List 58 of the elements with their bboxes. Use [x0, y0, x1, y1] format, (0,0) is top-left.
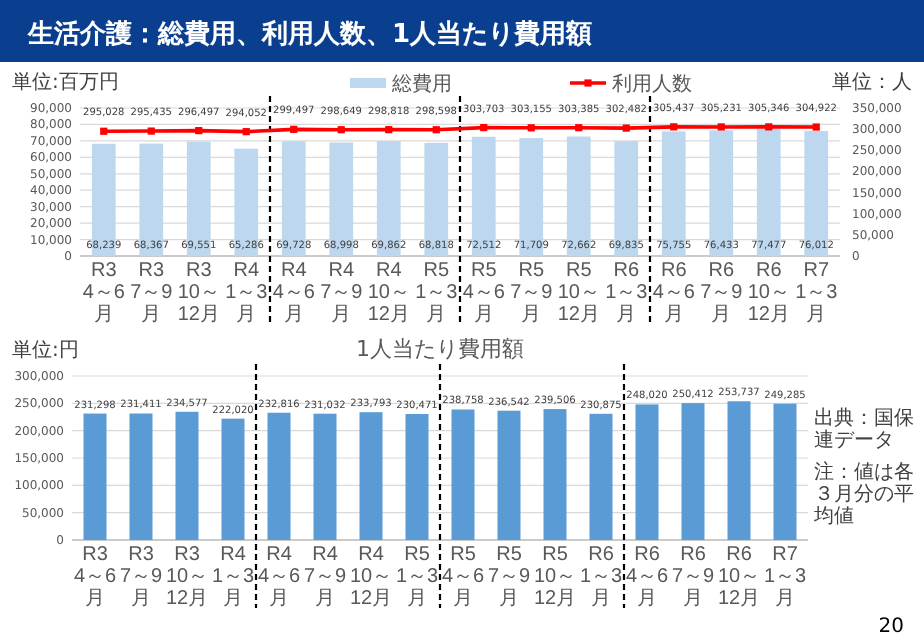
x-tick-label: R4 7～9月 [320, 260, 364, 326]
x-tick-label: R6 4～6月 [652, 260, 696, 326]
x-tick-label: R5 4～6月 [462, 260, 506, 326]
text: 20 [878, 616, 904, 638]
x-tick-label: R3 4～6月 [82, 260, 126, 326]
x-tick-label: R3 4～6月 [73, 544, 117, 610]
x-tick-label: R5 1～3月 [415, 260, 459, 326]
y-axis-title: 単位:百万円 [12, 70, 119, 94]
x-tick-label: R6 4～6月 [625, 544, 669, 610]
bar [773, 403, 797, 540]
x-tick-label: R7 1～3月 [795, 260, 839, 326]
bar [175, 411, 199, 540]
bar [497, 410, 521, 540]
bar [727, 401, 751, 540]
x-tick-label: R5 7～9月 [487, 544, 531, 610]
x-tick-label: R5 10～12月 [533, 544, 577, 610]
legend-label: 総費用 [390, 72, 452, 96]
x-tick-label: R7 1～3月 [763, 544, 807, 610]
x-tick-label: R3 7～9月 [130, 260, 174, 326]
x-tick-label: R5 7～9月 [510, 260, 554, 326]
x-tick-label: R4 1～3月 [225, 260, 269, 326]
x-tick-label: R3 10～12月 [177, 260, 220, 326]
x-tick-label: R5 10～12月 [557, 260, 600, 326]
bar [405, 414, 429, 540]
bar [451, 409, 475, 540]
x-tick-label: R3 10～12月 [165, 544, 209, 610]
x-tick-label: R3 7～9月 [119, 544, 163, 610]
x-tick-label: R4 10～12月 [349, 544, 393, 610]
x-tick-label: R6 10～12月 [747, 260, 790, 326]
bar [267, 412, 291, 540]
x-tick-label: R6 7～9月 [700, 260, 744, 326]
chart-title: 1人当たり費用額 [356, 336, 524, 362]
x-tick-label: R6 1～3月 [605, 260, 649, 326]
bar [313, 413, 337, 540]
bar [635, 404, 659, 540]
y-axis-title: 単位:円 [12, 338, 79, 362]
bar [543, 409, 567, 540]
bar [221, 418, 245, 540]
x-tick-label: R4 4～6月 [272, 260, 316, 326]
x-tick-label: R6 1～3月 [579, 544, 623, 610]
y2-axis-title: 単位：人 [832, 70, 912, 94]
x-tick-label: R6 7～9月 [671, 544, 715, 610]
x-tick-label: R4 7～9月 [303, 544, 347, 610]
x-tick-label: R4 10～12月 [367, 260, 410, 326]
x-tick-label: R6 10～12月 [717, 544, 761, 610]
chart-title: 生活介護：総費用、利用人数、1人当たり費用額 [26, 18, 593, 50]
bar [681, 403, 705, 540]
bar [359, 412, 383, 540]
x-tick-label: R4 4～6月 [257, 544, 301, 610]
x-tick-label: R5 4～6月 [441, 544, 485, 610]
source-note: 出典：国保連データ [814, 406, 914, 452]
text: 注：値は各３月分の平均値 [812, 460, 914, 528]
legend-label: 利用人数 [612, 72, 692, 96]
bar [589, 413, 613, 540]
x-tick-label: R4 1～3月 [211, 544, 255, 610]
x-tick-label: R5 1～3月 [395, 544, 439, 610]
bar [83, 413, 107, 540]
bar [129, 413, 153, 540]
